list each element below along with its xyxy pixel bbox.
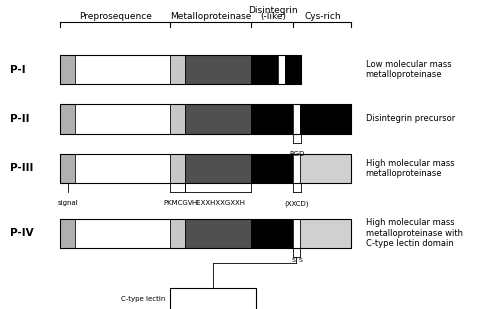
Text: Cys-rich: Cys-rich: [305, 12, 342, 21]
Bar: [250, 219, 293, 248]
Text: (XXCD): (XXCD): [285, 200, 309, 207]
Bar: [170, 104, 185, 133]
Bar: [185, 154, 250, 183]
Text: High molecular mass
metalloproteinase with
C-type lectin domain: High molecular mass metalloproteinase wi…: [366, 218, 463, 248]
Bar: [75, 104, 170, 133]
Bar: [60, 154, 351, 183]
Text: S: S: [292, 258, 296, 263]
Bar: [300, 104, 351, 133]
Text: C-type lectin: C-type lectin: [121, 296, 165, 302]
Text: Disintegrin: Disintegrin: [248, 6, 298, 15]
Bar: [170, 55, 185, 84]
Text: Disintegrin precursor: Disintegrin precursor: [366, 114, 455, 124]
Bar: [60, 154, 75, 183]
Bar: [185, 219, 250, 248]
Bar: [250, 104, 293, 133]
Bar: [300, 219, 351, 248]
Text: P-IV: P-IV: [10, 228, 34, 238]
Bar: [300, 154, 351, 183]
Bar: [75, 154, 170, 183]
Bar: [60, 104, 75, 133]
Text: High molecular mass
metalloproteinase: High molecular mass metalloproteinase: [366, 159, 454, 178]
Text: S: S: [298, 258, 302, 263]
Bar: [185, 55, 250, 84]
Bar: [170, 219, 185, 248]
Bar: [75, 55, 170, 84]
Text: Low molecular mass
metalloproteinase: Low molecular mass metalloproteinase: [366, 60, 451, 79]
Bar: [250, 154, 293, 183]
Bar: [293, 219, 300, 248]
Bar: [185, 104, 250, 133]
Bar: [285, 55, 301, 84]
Bar: [170, 154, 185, 183]
Text: P-II: P-II: [10, 114, 30, 124]
Bar: [293, 104, 300, 133]
Text: Metalloproteinase: Metalloproteinase: [170, 12, 251, 21]
Bar: [293, 154, 300, 183]
Text: P-III: P-III: [10, 163, 34, 173]
Bar: [60, 55, 75, 84]
Text: RGD: RGD: [289, 151, 305, 157]
Text: Preprosequence: Preprosequence: [79, 12, 152, 21]
Bar: [60, 104, 351, 133]
Bar: [75, 219, 170, 248]
Bar: [60, 55, 301, 84]
Bar: [170, 288, 256, 309]
Text: P-I: P-I: [10, 65, 26, 74]
Text: signal: signal: [57, 200, 78, 206]
Bar: [60, 219, 351, 248]
Bar: [250, 55, 278, 84]
Bar: [60, 219, 75, 248]
Bar: [278, 55, 285, 84]
Text: (-like): (-like): [260, 12, 286, 21]
Text: PKMCGV: PKMCGV: [163, 200, 192, 206]
Text: HEXXHXXGXXH: HEXXHXXGXXH: [191, 200, 245, 206]
